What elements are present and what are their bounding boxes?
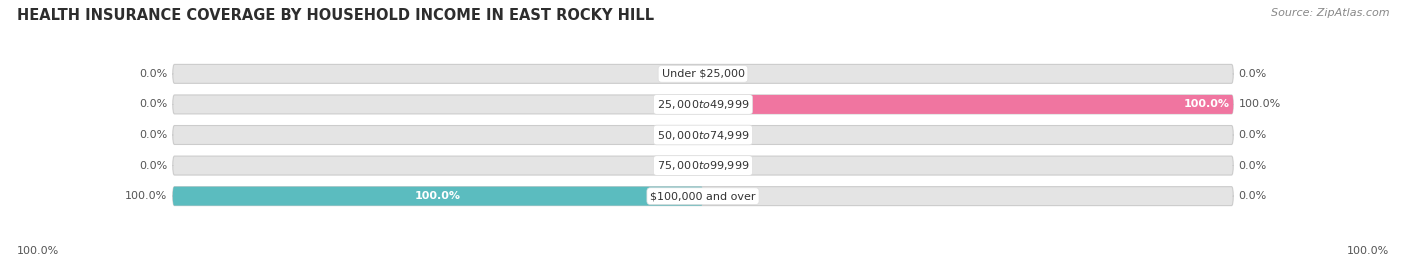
FancyBboxPatch shape	[173, 126, 1233, 144]
Text: Source: ZipAtlas.com: Source: ZipAtlas.com	[1271, 8, 1389, 18]
Text: HEALTH INSURANCE COVERAGE BY HOUSEHOLD INCOME IN EAST ROCKY HILL: HEALTH INSURANCE COVERAGE BY HOUSEHOLD I…	[17, 8, 654, 23]
Text: 100.0%: 100.0%	[1184, 99, 1230, 109]
Text: 100.0%: 100.0%	[125, 191, 167, 201]
Text: 100.0%: 100.0%	[17, 247, 59, 256]
FancyBboxPatch shape	[173, 95, 1233, 114]
Text: 0.0%: 0.0%	[1239, 69, 1267, 79]
Text: $75,000 to $99,999: $75,000 to $99,999	[657, 159, 749, 172]
Text: 0.0%: 0.0%	[1239, 191, 1267, 201]
Text: 100.0%: 100.0%	[1239, 99, 1281, 109]
FancyBboxPatch shape	[173, 64, 1233, 83]
Text: Under $25,000: Under $25,000	[661, 69, 745, 79]
Text: 0.0%: 0.0%	[1239, 161, 1267, 171]
Text: 0.0%: 0.0%	[139, 69, 167, 79]
Text: 0.0%: 0.0%	[139, 161, 167, 171]
Text: $100,000 and over: $100,000 and over	[650, 191, 756, 201]
Text: 0.0%: 0.0%	[1239, 130, 1267, 140]
Text: 100.0%: 100.0%	[415, 191, 461, 201]
FancyBboxPatch shape	[173, 156, 1233, 175]
FancyBboxPatch shape	[173, 187, 1233, 206]
FancyBboxPatch shape	[173, 187, 703, 206]
Text: 0.0%: 0.0%	[139, 130, 167, 140]
Text: $50,000 to $74,999: $50,000 to $74,999	[657, 129, 749, 141]
FancyBboxPatch shape	[703, 95, 1233, 114]
Text: 0.0%: 0.0%	[139, 99, 167, 109]
Text: 100.0%: 100.0%	[1347, 247, 1389, 256]
Text: $25,000 to $49,999: $25,000 to $49,999	[657, 98, 749, 111]
